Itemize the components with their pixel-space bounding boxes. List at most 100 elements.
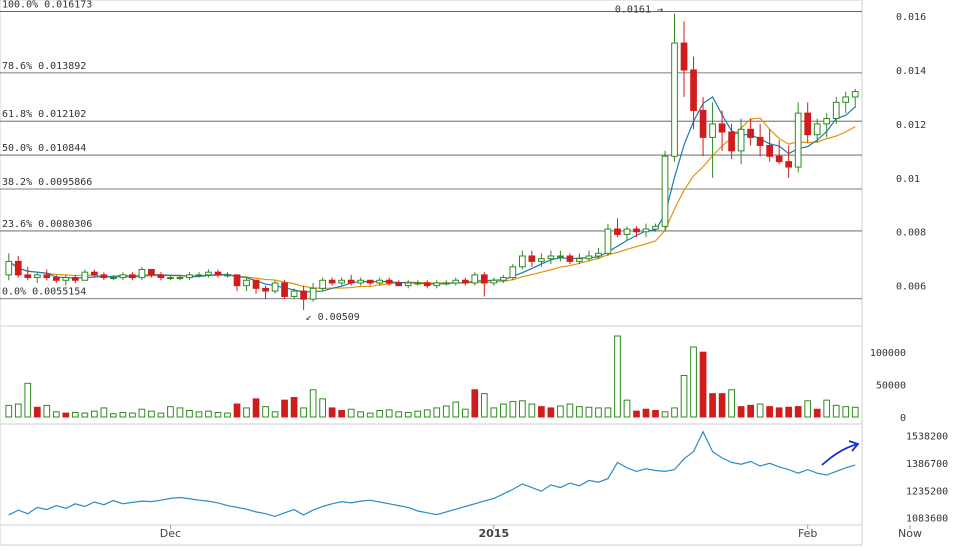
volume-bar [728,389,735,418]
candle-body [271,282,279,292]
candle-body [319,279,326,289]
volume-bar [414,410,422,418]
candle-body [33,274,41,279]
volume-bar [652,410,659,418]
candle-body [366,279,374,284]
candle-body [224,274,231,277]
candle-body [737,128,745,152]
volume-bar [433,407,441,418]
volume-bar [52,411,60,418]
volume-bar [262,406,269,418]
volume-bar [233,403,241,418]
volume-y-tick-label: 50000 [876,381,906,392]
volume-bar [110,413,117,418]
volume-bar [480,393,488,418]
candle-body [652,225,659,230]
fib-level-label: 23.6% 0.0080306 [2,219,92,230]
candle-body [642,228,650,233]
candle-body [328,279,336,284]
volume-bar [604,407,612,418]
volume-bar [633,410,640,418]
candle-body [376,279,384,284]
volume-bar [81,412,89,418]
volume-bar [157,412,165,418]
volume-bar [24,382,32,418]
volume-bar [71,411,79,418]
volume-bar [119,411,127,418]
volume-bar [718,393,726,418]
volume-bar [671,407,678,418]
volume-bar [804,400,812,418]
candle-body [747,128,754,138]
candle-body [119,274,127,279]
volume-bar [709,393,716,418]
fib-level-label: 78.6% 0.013892 [2,61,86,72]
candle-body [813,123,821,136]
price-y-tick-label: 0.016 [896,12,926,23]
candle-body [452,279,460,284]
volume-bar [442,405,450,418]
candle-body [423,282,431,287]
candle-body [490,279,498,284]
volume-bar [395,411,403,418]
candle-body [614,228,621,235]
candle-body [357,279,365,284]
volume-bar [33,406,41,418]
volume-bar [347,408,355,418]
candle-body [633,228,640,233]
cumulative-line [8,430,856,518]
candle-body [433,282,441,287]
candle-body [404,282,412,287]
candle-body [442,282,450,285]
volume-bar [519,400,526,418]
volume-bar [528,403,536,418]
candle-body [205,271,212,276]
candle-body [414,282,422,285]
candle-body [604,228,612,254]
candle-body [728,131,735,152]
cumulative-y-tick-label: 1083600 [906,514,948,525]
volume-bar [785,406,793,418]
volume-bar [281,399,288,418]
fib-level-label: 38.2% 0.0095866 [2,177,92,188]
x-tick-label: Now [898,527,922,540]
candle-body [385,279,393,284]
candle-body [585,255,593,260]
candle-body [842,96,850,103]
volume-bar [100,407,108,418]
candle-body [300,290,307,300]
candle-body [766,144,773,157]
volume-bar [623,399,631,418]
volume-bar [271,411,279,418]
volume-bar [376,410,384,418]
cumulative-y-tick-label: 1386700 [906,459,948,470]
candle-body [338,279,345,284]
candle-body [252,279,260,289]
price-annotation-label: 0.0161 → [615,4,663,15]
volume-bar [490,407,498,418]
candle-body [14,260,22,276]
volume-bar [509,400,517,418]
volume-bar [576,406,583,418]
volume-bar [290,397,298,418]
candle-body [718,123,726,133]
candle-body [195,274,203,277]
candle-body [110,277,117,280]
candle-body [519,255,526,268]
price-y-tick-label: 0.006 [896,282,926,293]
price-y-tick-label: 0.01 [896,174,920,185]
candle-body [233,274,241,287]
x-tick-label: Feb [798,527,817,540]
cumulative-y-tick-label: 1538200 [906,432,948,443]
volume-bar [385,409,393,418]
volume-bar [595,407,602,418]
candle-body [832,101,840,120]
candle-body [547,255,555,260]
volume-bar [252,398,260,418]
candle-body [775,155,783,163]
volume-bar [775,407,783,418]
candle-body [557,255,564,258]
volume-bar [557,405,564,418]
candle-body [576,258,583,262]
volume-bar [614,335,621,418]
